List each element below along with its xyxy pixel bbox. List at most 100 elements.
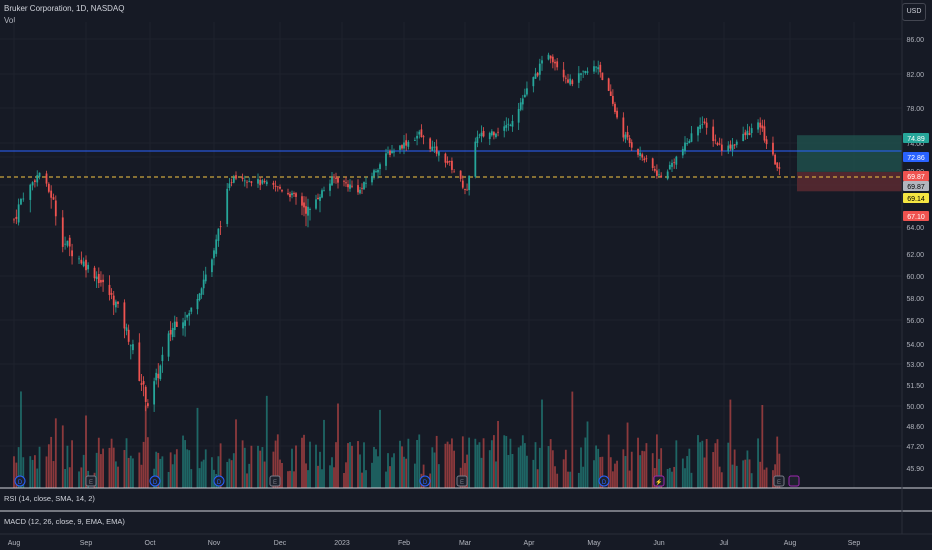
volume-bar <box>349 442 351 488</box>
dividend-marker <box>14 475 26 487</box>
volume-bar <box>169 452 172 488</box>
volume-bar <box>159 458 162 488</box>
candle-body <box>175 321 178 327</box>
candle-body <box>47 183 50 192</box>
volume-bar <box>15 462 18 488</box>
candle-body <box>466 189 468 191</box>
candle-body <box>718 143 721 145</box>
candle-body <box>526 88 528 95</box>
volume-bar <box>509 438 512 488</box>
candle-body <box>735 141 738 145</box>
volume-bar <box>219 443 222 488</box>
volume-bar <box>593 460 595 488</box>
candle-body <box>82 261 85 267</box>
volume-bar <box>666 469 669 488</box>
volume-bar <box>333 467 335 488</box>
volume-bar <box>204 449 207 488</box>
volume-bar <box>507 455 510 488</box>
y-tick-label: 62.00 <box>906 252 924 259</box>
candle-body <box>503 126 506 131</box>
volume-bar <box>68 467 71 488</box>
price-tag-label: 67.10 <box>907 214 925 221</box>
volume-bar <box>750 473 753 488</box>
volume-bar <box>622 449 625 488</box>
volume-bar <box>497 420 499 488</box>
earnings-marker <box>456 475 468 487</box>
rsi-pane-label[interactable]: RSI (14, close, SMA, 14, 2) <box>4 494 95 503</box>
candle-body <box>34 180 36 182</box>
candle-body <box>204 274 207 282</box>
candle-body <box>534 73 537 79</box>
price-tag <box>903 211 929 221</box>
volume-bar <box>641 450 644 488</box>
volume-bar <box>17 447 20 488</box>
candle-body <box>68 237 71 247</box>
candle-body <box>331 177 333 186</box>
y-tick-label: 78.00 <box>906 106 924 113</box>
candle-body <box>778 167 781 169</box>
candle-body <box>385 153 387 166</box>
candle-body <box>478 134 481 136</box>
candle-body <box>110 293 113 295</box>
candle-body <box>614 103 616 112</box>
candle-body <box>488 133 491 140</box>
candle-body <box>309 208 311 210</box>
candle-body <box>507 123 510 125</box>
volume-bar <box>609 457 612 488</box>
volume-bar <box>599 457 602 488</box>
volume-bar <box>705 439 708 488</box>
volume-bar <box>435 435 438 488</box>
volume-bar <box>437 464 440 488</box>
volume-bar <box>217 456 220 488</box>
candle-body <box>716 142 719 145</box>
candle-body <box>624 134 627 140</box>
volume-bar <box>167 471 170 488</box>
volume-bar <box>241 440 244 488</box>
candle-body <box>435 146 438 154</box>
candle-body <box>64 243 66 245</box>
volume-bar <box>681 458 684 488</box>
candle-body <box>337 177 339 183</box>
volume-bar <box>250 445 253 488</box>
volume-bar <box>776 436 779 488</box>
candle-body <box>505 125 508 128</box>
future-earnings-marker <box>788 475 800 487</box>
candle-body <box>742 133 745 142</box>
candle-body <box>190 307 193 312</box>
volume-bar <box>686 456 689 488</box>
candle-body <box>759 122 762 128</box>
candle-body <box>36 175 39 183</box>
volume-bar <box>36 468 39 488</box>
volume-bar <box>377 456 379 488</box>
candle-body <box>80 259 83 264</box>
candle-body <box>161 354 164 362</box>
candle-body <box>307 206 309 216</box>
volume-bar <box>697 435 699 488</box>
y-tick-label: 51.50 <box>906 383 924 390</box>
candle-body <box>509 125 512 126</box>
candle-body <box>444 153 447 163</box>
candle-body <box>125 327 128 331</box>
volume-bar <box>748 459 751 488</box>
candle-body <box>17 204 20 223</box>
candle-body <box>389 150 391 156</box>
candle-body <box>317 197 319 200</box>
candle-body <box>761 125 764 129</box>
candle-body <box>705 122 708 128</box>
volume-bar <box>564 449 567 488</box>
volume-bar <box>230 460 233 488</box>
earnings-marker <box>773 475 785 487</box>
macd-pane-label[interactable]: MACD (12, 26, close, 9, EMA, EMA) <box>4 517 125 526</box>
candle-body <box>102 279 104 283</box>
volume-bar <box>399 440 401 488</box>
volume-bar <box>716 439 719 488</box>
candle-body <box>279 186 281 189</box>
candle-body <box>217 228 220 241</box>
candle-body <box>95 276 98 280</box>
candle-body <box>155 372 158 381</box>
volume-bar <box>601 456 604 488</box>
volume-bar <box>703 457 706 488</box>
candle-body <box>108 284 111 295</box>
candle-body <box>474 141 477 177</box>
